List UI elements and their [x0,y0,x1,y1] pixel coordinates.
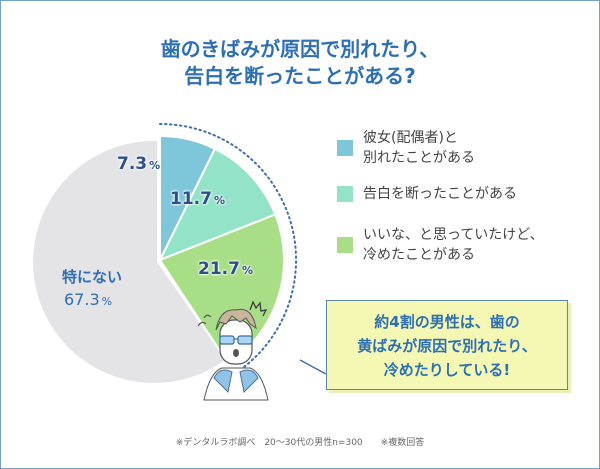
chart-title-line2: 告白を断ったことがある? [184,64,416,88]
legend-swatch-2 [337,186,353,202]
slice-2-value: 11.7% [170,189,225,209]
legend-text-2: 告白を断ったことがある [363,186,517,202]
pie-slice-none [33,140,226,383]
slice-3-value: 21.7% [198,259,253,279]
legend-item-3: いいな、と思っていたけど、 冷めたことがある [337,225,544,265]
callout-text: 約4割の男性は、歯の 黄ばみが原因で別れたり、 冷めたりしている! [357,313,537,379]
callout-connector [299,359,327,375]
legend-text-1: 彼女(配偶者)と 別れたことがある [363,130,475,166]
legend-swatch-3 [337,237,353,253]
survey-note: ※デンタルラボ調べ 20〜30代の男性n=300 ※複数回答 [175,438,425,448]
pie-slice-2 [157,147,277,262]
callout-box: 約4割の男性は、歯の 黄ばみが原因で別れたり、 冷めたりしている! [326,300,568,390]
dotted-bracket-arc [159,123,298,368]
legend-text-3: いいな、と思っていたけど、 冷めたことがある [363,227,544,263]
slice-none-label: 特にない [62,268,123,286]
chart-title-line1: 歯のきばみが原因で別れたり、 [160,37,440,61]
slice-none-value: 67.3% [64,290,113,309]
surprised-man-illustration [197,300,269,401]
slice-1-value: 7.3% [117,154,161,174]
legend-item-1: 彼女(配偶者)と 別れたことがある [337,128,475,168]
legend-item-2: 告白を断ったことがある [337,184,517,204]
legend-swatch-1 [337,140,353,156]
